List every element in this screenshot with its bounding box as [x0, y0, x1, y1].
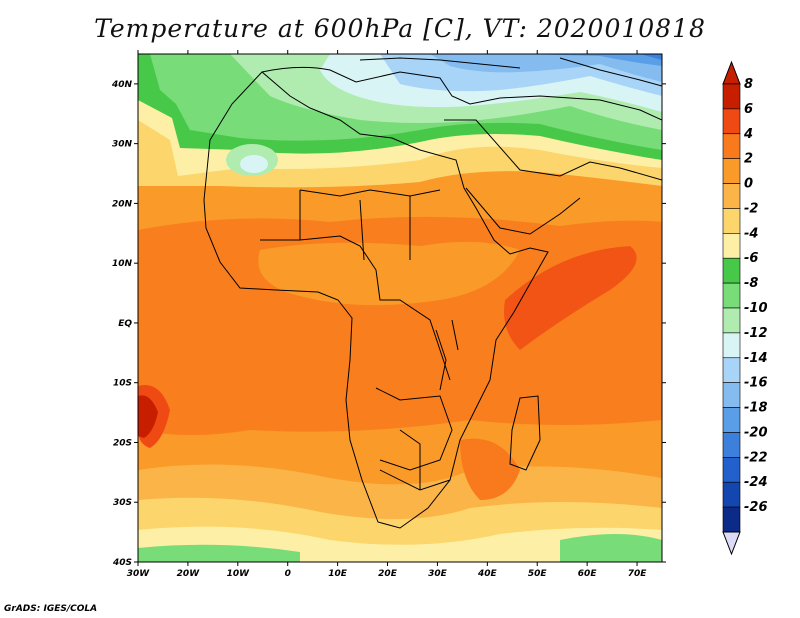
colorbar-swatch — [722, 407, 741, 433]
lat-tick-label: 10N — [112, 259, 133, 269]
lon-tick-label: 70E — [628, 569, 648, 579]
lon-tick-label: 30W — [127, 569, 151, 579]
lat-tick-label: 30N — [112, 140, 133, 150]
colorbar-label: 2 — [744, 152, 753, 167]
coastlines — [203, 57, 662, 529]
colorbar-label: -14 — [744, 351, 768, 366]
colorbar-label: -16 — [744, 376, 768, 391]
colorbar: 8 6 4 2 0 -2 -4 -6 -8 -10 -12 -14 -16 -18 -20 -22 -24 -26 — [722, 60, 768, 556]
grads-credit: GrADS: IGES/COLA — [4, 604, 98, 614]
colorbar-swatch — [722, 183, 741, 209]
colorbar-label: -24 — [744, 475, 768, 490]
colorbar-label: -12 — [744, 326, 768, 341]
colorbar-swatch — [722, 83, 741, 110]
colorbar-swatch — [722, 208, 741, 234]
lat-tick-label: 20S — [113, 438, 132, 448]
colorbar-swatch — [722, 282, 741, 309]
map-border — [137, 53, 663, 563]
colorbar-swatch — [722, 457, 741, 483]
map-title: Temperature at 600hPa [C], VT: 202001081… — [94, 14, 706, 43]
lon-tick-label: 30E — [428, 569, 448, 579]
lon-tick-label: 10W — [227, 569, 251, 579]
colorbar-swatch — [722, 481, 741, 508]
colorbar-under-arrow — [722, 531, 741, 556]
lat-tick-label: 40N — [111, 80, 133, 90]
colorbar-label: 4 — [743, 127, 753, 142]
colorbar-swatch — [722, 357, 741, 383]
colorbar-label: -22 — [744, 450, 768, 465]
colorbar-swatch — [722, 133, 741, 159]
colorbar-label: 0 — [744, 177, 753, 192]
colorbar-label: -20 — [744, 425, 768, 440]
lon-tick-label: 50E — [528, 569, 548, 579]
colorbar-swatch — [722, 257, 741, 284]
colorbar-label: -8 — [744, 276, 758, 291]
lon-tick-label: 20W — [177, 569, 201, 579]
lon-tick-label: 10E — [328, 569, 348, 579]
colorbar-label: -2 — [744, 201, 758, 216]
lat-tick-label: EQ — [118, 319, 132, 329]
lon-tick-label: 0 — [285, 569, 291, 579]
colorbar-swatch — [722, 233, 741, 259]
colorbar-swatch — [722, 332, 741, 359]
colorbar-swatch — [722, 108, 741, 135]
colorbar-swatch — [722, 307, 741, 334]
lon-tick-label: 60E — [578, 569, 598, 579]
colorbar-over-arrow — [722, 60, 741, 85]
lat-tick-label: 10S — [113, 379, 132, 389]
lat-tick-label: 20N — [112, 199, 133, 209]
colorbar-swatch — [722, 382, 741, 408]
colorbar-label: -18 — [744, 401, 768, 416]
colorbar-label: -10 — [744, 301, 768, 316]
colorbar-swatch — [722, 432, 741, 458]
colorbar-swatch — [722, 158, 741, 184]
lon-tick-label: 40E — [477, 569, 498, 579]
colorbar-label: 6 — [744, 102, 753, 117]
colorbar-swatch — [722, 506, 741, 533]
longitude-ticks: 30W 20W 10W 0 10E 20E 30E 40E 50E 60E 70E — [127, 50, 647, 579]
colorbar-label: -26 — [744, 500, 768, 515]
lon-tick-label: 20E — [378, 569, 398, 579]
colorbar-label: -6 — [744, 251, 758, 266]
lat-tick-label: 30S — [113, 498, 132, 508]
latitude-ticks: 40N 30N 20N 10N EQ 10S 20S 30S 40S — [111, 80, 666, 568]
lat-tick-label: 40S — [112, 558, 132, 568]
colorbar-label: -4 — [744, 226, 758, 241]
temperature-field — [138, 54, 662, 562]
colorbar-label: 8 — [744, 77, 753, 92]
